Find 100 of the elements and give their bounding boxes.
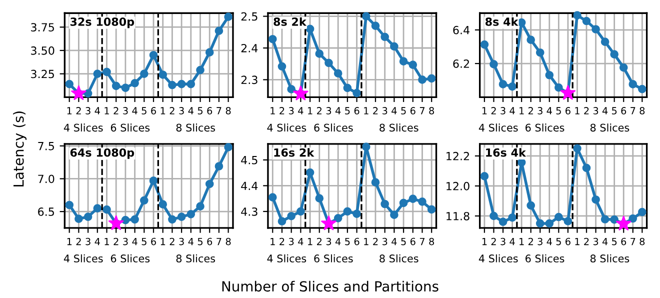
x-tick-label: 3 [179, 107, 184, 114]
point [186, 210, 196, 218]
point [65, 200, 74, 210]
point [140, 196, 148, 205]
x-tick-label: 2 [76, 107, 81, 114]
point [362, 12, 370, 20]
x-tick-label: 6 [410, 238, 416, 246]
x-tick-label: 3 [500, 238, 506, 246]
x-tick-label: 5 [401, 238, 406, 246]
point [306, 24, 314, 34]
annotation: 32s 1080p [70, 18, 134, 28]
point [287, 85, 296, 94]
point [371, 22, 380, 30]
point [321, 216, 336, 230]
point [343, 207, 352, 216]
y-tick-label: 3.75 [31, 23, 54, 32]
text: 8 Slices [590, 254, 630, 262]
y-tick-label: 12.2 [446, 152, 469, 160]
point [418, 76, 426, 84]
x-tick-label: 1 [575, 107, 580, 114]
point [306, 168, 314, 177]
x-tick-label: 5 [556, 238, 561, 246]
x-tick-label: 5 [198, 238, 202, 246]
y-tick-label: 7.5 [38, 142, 54, 150]
x-tick-label: 4 [188, 238, 194, 246]
x-tick-label: 1 [482, 238, 487, 246]
x-tick-label: 1 [520, 107, 524, 114]
x-tick-label: 2 [528, 107, 533, 114]
y-tick-label: 6.5 [38, 208, 54, 216]
point [536, 48, 544, 57]
x-tick-label: 3 [382, 238, 388, 246]
x-tick-label: 1 [67, 107, 72, 114]
point [108, 215, 124, 230]
point [526, 201, 536, 210]
x-tick-label: 2 [114, 107, 118, 114]
y-tick-label: 4.5 [241, 156, 258, 164]
text: 4 Slices [64, 124, 103, 132]
text: 4 Slices [267, 124, 306, 132]
point [93, 70, 102, 78]
x-tick-label: 3 [593, 107, 598, 114]
point [224, 143, 232, 152]
x-tick-label: 3 [382, 107, 388, 114]
text: 8 Slices [380, 124, 418, 132]
point [619, 63, 628, 72]
point [545, 219, 554, 228]
point [168, 80, 176, 90]
point [84, 89, 92, 98]
point [140, 70, 148, 78]
point [74, 214, 83, 223]
x-tick-label: 1 [308, 238, 312, 246]
y-tick-label: 2.5 [241, 12, 258, 21]
x-tick-label: 6 [410, 107, 416, 114]
x-tick-label: 5 [142, 107, 146, 114]
point [582, 164, 591, 172]
text: 8 Slices [176, 254, 216, 262]
point [158, 200, 168, 208]
x-tick-label: 4 [602, 238, 608, 246]
x-tick-label: 4 [94, 238, 100, 246]
x-tick-label: 1 [308, 107, 312, 114]
y-axis-title: Latency (s) [13, 112, 27, 186]
x-tick-label: 7 [216, 238, 222, 246]
x-tick-label: 3 [86, 238, 90, 246]
point [427, 74, 436, 83]
x-tick-label: 6 [621, 107, 626, 114]
point [582, 16, 591, 26]
point [334, 214, 342, 222]
point [130, 78, 139, 88]
point [610, 215, 618, 224]
x-tick-label: 2 [528, 238, 533, 246]
x-tick-label: 2 [491, 107, 496, 114]
point [149, 50, 158, 60]
y-tick-label: 2.4 [241, 44, 258, 52]
point [224, 12, 232, 22]
x-tick-label: 5 [198, 107, 202, 114]
text: 6 Slices [110, 254, 150, 262]
x-tick-label: 3 [86, 107, 90, 114]
point [149, 176, 158, 185]
x-tick-label: 5 [612, 107, 617, 114]
x-tick-label: 1 [104, 107, 109, 114]
point [196, 66, 204, 74]
point [508, 82, 516, 91]
x-tick-label: 4 [298, 238, 304, 246]
x-axis-title: Number of Slices and Partitions [222, 280, 438, 292]
annotation: 64s 1080p [70, 148, 134, 159]
point [554, 83, 563, 92]
annotation: 8s 2k [274, 17, 307, 26]
x-tick-label: 7 [630, 107, 636, 114]
point [592, 195, 600, 204]
x-tick-label: 3 [179, 238, 184, 246]
text: 8 Slices [176, 124, 216, 132]
x-tick-label: 1 [575, 238, 580, 246]
x-tick-label: 4 [188, 107, 194, 114]
point [121, 216, 130, 224]
point [65, 80, 74, 88]
text: 4 Slices [478, 124, 518, 132]
x-tick-label: 7 [420, 107, 424, 114]
point [545, 70, 554, 80]
y-tick-label: 4.3 [241, 207, 258, 216]
point [186, 80, 196, 88]
point [121, 84, 130, 92]
